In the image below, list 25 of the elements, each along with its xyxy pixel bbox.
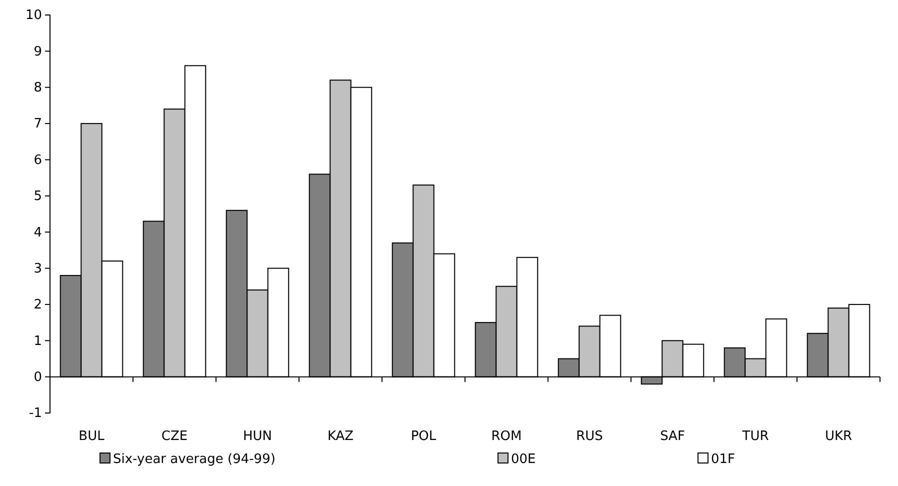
legend-label: 01F <box>711 452 736 467</box>
x-tick-label: KAZ <box>327 429 354 444</box>
y-tick-label: 1 <box>34 334 42 349</box>
y-tick-label: 2 <box>34 298 42 313</box>
x-tick-label: ROM <box>491 429 522 444</box>
y-tick-label: 6 <box>34 152 42 168</box>
y-tick-label: 4 <box>34 225 42 240</box>
y-tick-label: 9 <box>34 44 42 60</box>
y-tick-label: -1 <box>29 406 42 422</box>
legend-label: Six-year average (94-99) <box>113 452 276 467</box>
y-tick-label: 0 <box>34 370 42 385</box>
x-tick-label: BUL <box>78 429 106 444</box>
y-tick-label: 10 <box>25 8 42 24</box>
x-tick-label: HUN <box>242 429 272 444</box>
y-tick-label: 8 <box>34 80 42 96</box>
legend-label: 00E <box>511 452 536 467</box>
y-tick-label: 3 <box>34 261 42 276</box>
y-tick-label: 7 <box>34 116 42 132</box>
y-tick-label: 5 <box>34 189 42 204</box>
x-tick-label: SAF <box>660 429 685 444</box>
x-tick-label: POL <box>410 429 437 444</box>
x-tick-label: RUS <box>576 429 603 444</box>
x-tick-label: UKR <box>824 429 852 444</box>
x-tick-label: CZE <box>161 429 188 444</box>
x-tick-label: TUR <box>741 429 769 444</box>
